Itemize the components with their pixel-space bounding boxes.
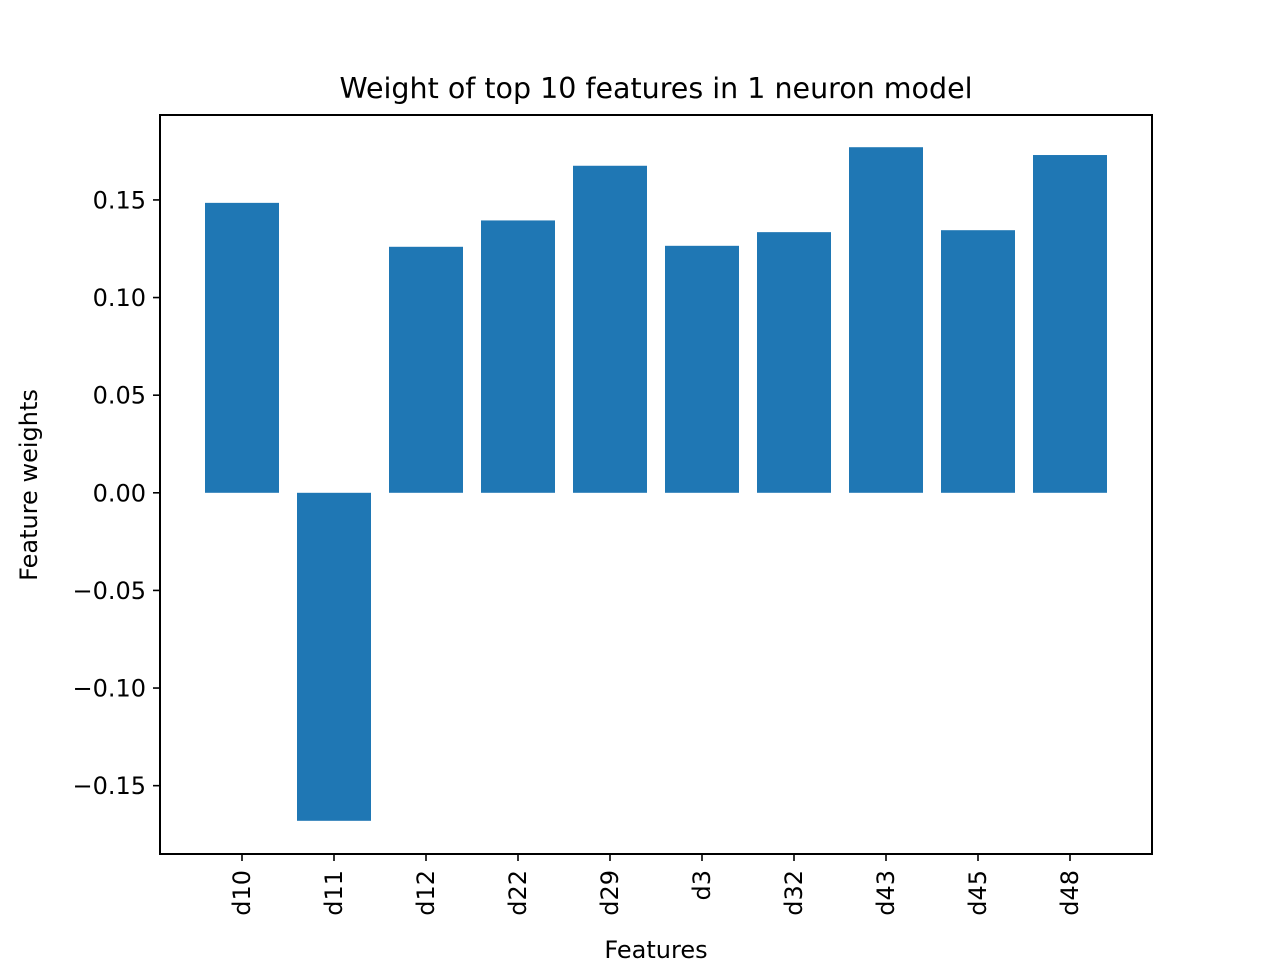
bar-d3	[665, 245, 739, 493]
y-tick-label: 0.05	[93, 382, 146, 410]
x-tick-label: d10	[228, 870, 256, 916]
x-axis-label: Features	[604, 936, 707, 960]
y-axis-label: Feature weights	[15, 389, 43, 581]
x-tick-label: d48	[1056, 870, 1084, 916]
x-tick-label: d3	[688, 870, 716, 901]
bar-d32	[757, 232, 831, 493]
y-tick-label: −0.05	[72, 577, 146, 605]
x-tick-label: d12	[412, 870, 440, 916]
x-tick-label: d29	[596, 870, 624, 916]
y-tick-label: 0.10	[93, 284, 146, 312]
bar-d45	[941, 230, 1015, 493]
x-tick-label: d11	[320, 870, 348, 916]
bar-d10	[205, 202, 279, 493]
x-tick-label: d43	[872, 870, 900, 916]
bar-d12	[389, 246, 463, 493]
bar-d48	[1033, 155, 1107, 493]
x-tick-label: d32	[780, 870, 808, 916]
bars-group	[205, 147, 1107, 821]
bar-d43	[849, 147, 923, 493]
y-tick-label: −0.10	[72, 675, 146, 703]
y-tick-label: 0.00	[93, 479, 146, 507]
plot-area-frame	[159, 114, 1153, 855]
x-tick-label: d45	[964, 870, 992, 916]
y-axis-ticks: −0.15 −0.10 −0.05 0.00 0.05 0.10 0.15	[72, 186, 160, 800]
bar-d22	[481, 220, 555, 493]
bar-d29	[573, 165, 647, 493]
chart-title: Weight of top 10 features in 1 neuron mo…	[339, 72, 972, 105]
y-tick-label: 0.15	[93, 186, 146, 214]
x-axis-ticks: d10 d11 d12 d22 d29 d3 d32 d43 d45 d48	[228, 854, 1084, 916]
bar-d11	[297, 492, 371, 821]
x-tick-label: d22	[504, 870, 532, 916]
y-tick-label: −0.15	[72, 772, 146, 800]
